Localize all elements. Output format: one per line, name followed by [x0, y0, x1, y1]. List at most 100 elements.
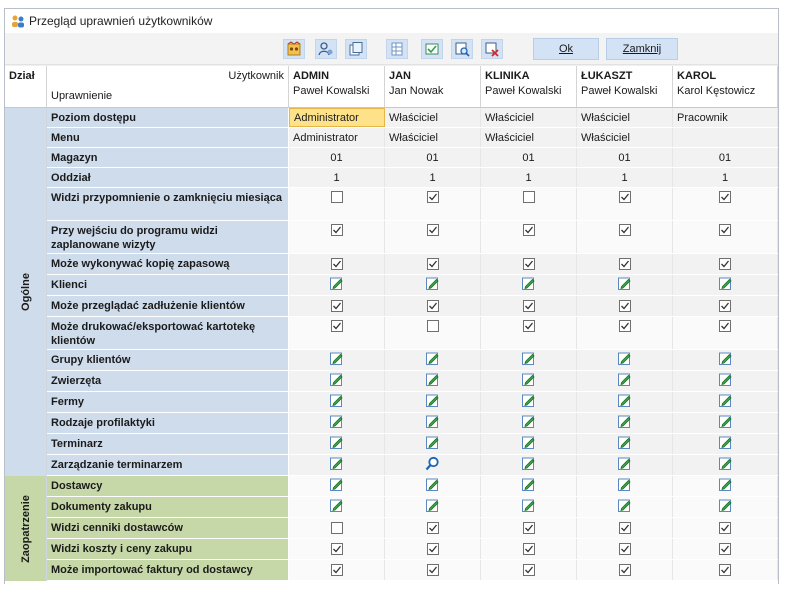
edit-cell[interactable]	[481, 275, 577, 295]
checkbox-cell[interactable]	[481, 560, 577, 580]
edit-cell[interactable]	[673, 371, 778, 391]
checkbox-checked[interactable]	[618, 564, 631, 576]
checkbox-cell[interactable]	[289, 296, 385, 316]
checkbox-checked[interactable]	[719, 224, 731, 236]
checkbox-cell[interactable]	[673, 221, 778, 253]
edit-cell[interactable]	[673, 476, 778, 496]
value-cell[interactable]: 01	[673, 148, 778, 167]
checkbox-cell[interactable]	[481, 296, 577, 316]
checkbox-checked[interactable]	[618, 191, 631, 203]
checkbox-cell[interactable]	[481, 188, 577, 220]
checkbox-cell[interactable]	[673, 188, 778, 220]
edit-icon[interactable]	[521, 435, 536, 453]
checkbox-cell[interactable]	[481, 254, 577, 274]
edit-cell[interactable]	[577, 350, 673, 370]
edit-cell[interactable]	[577, 455, 673, 475]
checkbox-cell[interactable]	[481, 317, 577, 349]
edit-icon[interactable]	[521, 477, 536, 495]
edit-cell[interactable]	[289, 275, 385, 295]
edit-cell[interactable]	[385, 392, 481, 412]
value-cell[interactable]	[673, 128, 778, 147]
checkbox-cell[interactable]	[385, 518, 481, 538]
checkbox-checked[interactable]	[719, 543, 731, 555]
checkbox-cell[interactable]	[385, 539, 481, 559]
edit-cell[interactable]	[577, 434, 673, 454]
edit-icon[interactable]	[521, 456, 536, 474]
edit-cell[interactable]	[481, 413, 577, 433]
edit-icon[interactable]	[425, 414, 440, 432]
edit-cell[interactable]	[577, 476, 673, 496]
checkbox-cell[interactable]	[673, 317, 778, 349]
checkbox-checked[interactable]	[426, 564, 439, 576]
edit-icon[interactable]	[329, 276, 344, 294]
edit-icon[interactable]	[718, 477, 733, 495]
edit-icon[interactable]	[718, 393, 733, 411]
edit-cell[interactable]	[385, 371, 481, 391]
checkbox-checked[interactable]	[719, 258, 731, 270]
edit-cell[interactable]	[481, 350, 577, 370]
edit-icon[interactable]	[617, 414, 632, 432]
edit-icon[interactable]	[521, 276, 536, 294]
column-header-user[interactable]: ADMIN Paweł Kowalski	[289, 66, 385, 108]
edit-icon[interactable]	[617, 498, 632, 516]
checkbox-checked[interactable]	[618, 320, 631, 332]
checkbox-cell[interactable]	[673, 518, 778, 538]
checkbox-cell[interactable]	[385, 254, 481, 274]
checkbox-cell[interactable]	[289, 254, 385, 274]
edit-icon[interactable]	[425, 351, 440, 369]
checkbox-checked[interactable]	[522, 224, 535, 236]
value-cell[interactable]: Właściciel	[577, 108, 673, 127]
grid-icon[interactable]	[386, 39, 408, 59]
edit-icon[interactable]	[521, 498, 536, 516]
value-cell[interactable]: 01	[481, 148, 577, 167]
checkbox-checked[interactable]	[618, 522, 631, 534]
checkbox-cell[interactable]	[481, 221, 577, 253]
checkbox-cell[interactable]	[577, 254, 673, 274]
checkbox-checked[interactable]	[522, 300, 535, 312]
checkbox-checked[interactable]	[426, 224, 439, 236]
checkbox-checked[interactable]	[522, 522, 535, 534]
checkbox-checked[interactable]	[330, 258, 343, 270]
edit-cell[interactable]	[673, 497, 778, 517]
edit-cell[interactable]	[289, 413, 385, 433]
checkbox-checked[interactable]	[522, 320, 535, 332]
edit-icon[interactable]	[718, 372, 733, 390]
checkbox-checked[interactable]	[330, 543, 343, 555]
edit-cell[interactable]	[289, 476, 385, 496]
edit-icon[interactable]	[718, 351, 733, 369]
column-header-user[interactable]: ŁUKASZT Paweł Kowalski	[577, 66, 673, 108]
edit-cell[interactable]	[289, 455, 385, 475]
edit-cell[interactable]	[385, 275, 481, 295]
checkbox-cell[interactable]	[289, 221, 385, 253]
value-cell[interactable]: 1	[577, 168, 673, 187]
close-button[interactable]: Zamknij	[606, 38, 678, 60]
edit-cell[interactable]	[673, 413, 778, 433]
checkbox-cell[interactable]	[577, 518, 673, 538]
checkbox-checked[interactable]	[618, 543, 631, 555]
edit-icon[interactable]	[521, 414, 536, 432]
edit-cell[interactable]	[385, 350, 481, 370]
checkbox-cell[interactable]	[577, 317, 673, 349]
value-cell[interactable]: 1	[481, 168, 577, 187]
edit-cell[interactable]	[385, 455, 481, 475]
edit-cell[interactable]	[481, 371, 577, 391]
edit-cell[interactable]	[385, 434, 481, 454]
checkbox-checked[interactable]	[426, 522, 439, 534]
checkbox-checked[interactable]	[330, 564, 343, 576]
edit-icon[interactable]	[617, 372, 632, 390]
edit-icon[interactable]	[617, 477, 632, 495]
value-cell[interactable]: Właściciel	[385, 108, 481, 127]
edit-cell[interactable]	[289, 434, 385, 454]
edit-icon[interactable]	[521, 351, 536, 369]
edit-cell[interactable]	[481, 476, 577, 496]
edit-icon[interactable]	[425, 498, 440, 516]
edit-cell[interactable]	[481, 497, 577, 517]
checkbox-cell[interactable]	[673, 254, 778, 274]
edit-icon[interactable]	[718, 414, 733, 432]
checkbox-unchecked[interactable]	[330, 191, 343, 203]
checkbox-checked[interactable]	[330, 320, 343, 332]
edit-cell[interactable]	[673, 434, 778, 454]
checkbox-cell[interactable]	[481, 518, 577, 538]
value-cell[interactable]: Właściciel	[577, 128, 673, 147]
edit-icon[interactable]	[329, 372, 344, 390]
